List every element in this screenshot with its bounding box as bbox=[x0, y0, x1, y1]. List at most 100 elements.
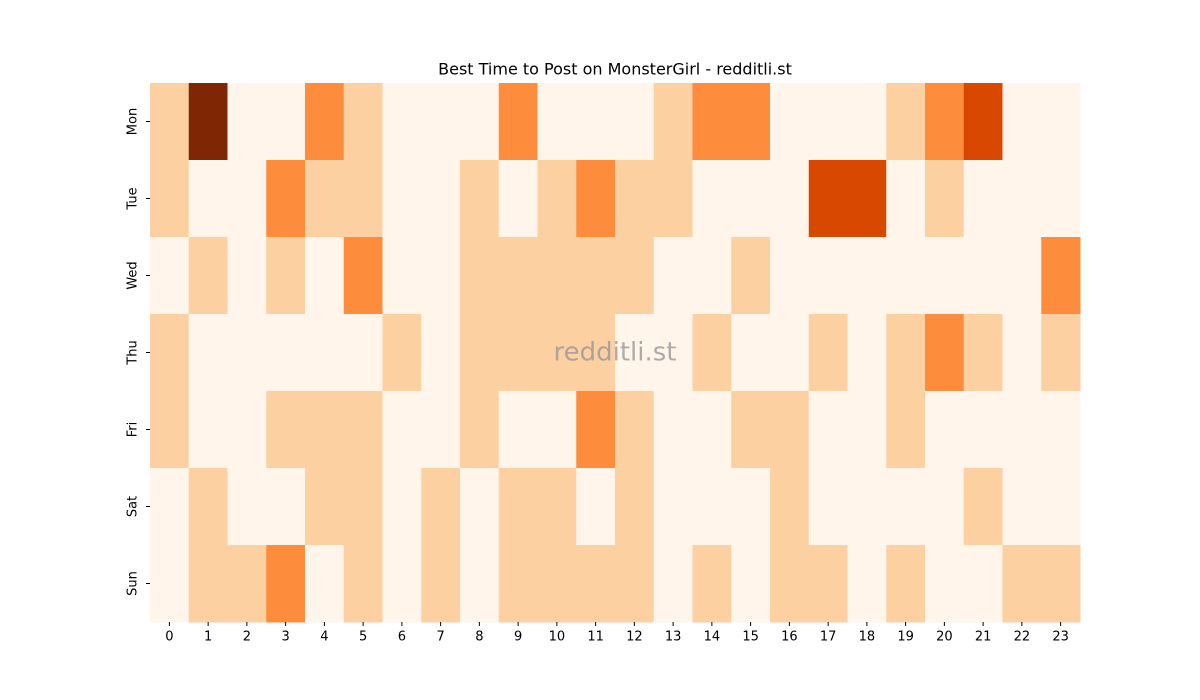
y-tick-label: Wed bbox=[126, 261, 141, 289]
heatmap-cell bbox=[770, 237, 810, 315]
heatmap-cell bbox=[770, 545, 810, 623]
heatmap-cell bbox=[692, 83, 732, 161]
heatmap-cell bbox=[343, 314, 383, 392]
heatmap-cell bbox=[925, 83, 965, 161]
heatmap-cell bbox=[382, 160, 422, 238]
heatmap-cell bbox=[305, 468, 345, 546]
heatmap-cell bbox=[1041, 545, 1081, 623]
heatmap-cell bbox=[266, 83, 306, 161]
heatmap-cell bbox=[692, 237, 732, 315]
heatmap-cell bbox=[460, 83, 500, 161]
heatmap-cell bbox=[421, 468, 461, 546]
x-tick-label: 8 bbox=[475, 630, 483, 645]
heatmap-cell bbox=[925, 468, 965, 546]
heatmap-cell bbox=[615, 237, 655, 315]
heatmap-cell bbox=[886, 391, 926, 469]
heatmap-cell bbox=[925, 237, 965, 315]
heatmap-cell bbox=[266, 160, 306, 238]
y-tick-label: Sat bbox=[126, 496, 141, 517]
x-tick-label: 16 bbox=[781, 630, 798, 645]
heatmap-cell bbox=[731, 237, 771, 315]
heatmap-cell bbox=[653, 391, 693, 469]
heatmap-cell bbox=[576, 391, 616, 469]
heatmap-cell bbox=[1041, 314, 1081, 392]
x-tick-label: 22 bbox=[1014, 630, 1031, 645]
heatmap-cell bbox=[227, 468, 267, 546]
heatmap-cell bbox=[692, 314, 732, 392]
heatmap-cell bbox=[808, 160, 848, 238]
x-tick-label: 23 bbox=[1052, 630, 1069, 645]
x-tick-label: 21 bbox=[975, 630, 992, 645]
heatmap-cell bbox=[1041, 391, 1081, 469]
heatmap-cell bbox=[1002, 314, 1042, 392]
heatmap-cell bbox=[653, 545, 693, 623]
heatmap-cell bbox=[576, 83, 616, 161]
heatmap-cell bbox=[382, 83, 422, 161]
heatmap-cell bbox=[770, 391, 810, 469]
heatmap-cell bbox=[615, 468, 655, 546]
heatmap-cell bbox=[537, 391, 577, 469]
heatmap-cell bbox=[150, 468, 190, 546]
heatmap-cell bbox=[615, 545, 655, 623]
heatmap-cell bbox=[692, 160, 732, 238]
y-tick-label: Thu bbox=[126, 340, 141, 365]
x-tick-label: 2 bbox=[243, 630, 251, 645]
y-tick-label: Sun bbox=[126, 571, 141, 596]
x-tick-label: 9 bbox=[514, 630, 522, 645]
heatmap-cell bbox=[498, 83, 538, 161]
heatmap-cell bbox=[382, 468, 422, 546]
heatmap-cell bbox=[615, 160, 655, 238]
x-tick-label: 10 bbox=[549, 630, 566, 645]
heatmap-cell bbox=[498, 314, 538, 392]
heatmap-cell bbox=[1002, 545, 1042, 623]
heatmap-cell bbox=[498, 545, 538, 623]
heatmap-cell bbox=[266, 314, 306, 392]
heatmap-cell bbox=[963, 314, 1003, 392]
heatmap-cell bbox=[150, 160, 190, 238]
heatmap-cell bbox=[537, 314, 577, 392]
heatmap-cell bbox=[615, 83, 655, 161]
heatmap-cell bbox=[731, 545, 771, 623]
heatmap-cell bbox=[421, 237, 461, 315]
x-tick-label: 13 bbox=[665, 630, 682, 645]
heatmap-cell bbox=[847, 391, 887, 469]
heatmap-cell bbox=[460, 160, 500, 238]
heatmap-cell bbox=[1041, 160, 1081, 238]
x-tick-label: 18 bbox=[859, 630, 876, 645]
heatmap-cell bbox=[886, 545, 926, 623]
heatmap-cell bbox=[653, 237, 693, 315]
heatmap-cell bbox=[188, 314, 228, 392]
heatmap-cell bbox=[305, 83, 345, 161]
heatmap-cell bbox=[925, 314, 965, 392]
heatmap-cell bbox=[343, 468, 383, 546]
heatmap-cell bbox=[460, 545, 500, 623]
heatmap-cell bbox=[227, 237, 267, 315]
x-tick-label: 19 bbox=[897, 630, 914, 645]
heatmap-cell bbox=[266, 545, 306, 623]
heatmap-cell bbox=[188, 160, 228, 238]
heatmap-cell bbox=[808, 391, 848, 469]
heatmap-cell bbox=[1002, 468, 1042, 546]
heatmap-cell bbox=[305, 237, 345, 315]
heatmap-cell bbox=[731, 314, 771, 392]
heatmap-cell bbox=[963, 237, 1003, 315]
heatmap-cell bbox=[227, 314, 267, 392]
heatmap-cell bbox=[150, 314, 190, 392]
heatmap-cell bbox=[692, 391, 732, 469]
heatmap-cell bbox=[460, 468, 500, 546]
heatmap-cell bbox=[692, 545, 732, 623]
heatmap-cell bbox=[188, 83, 228, 161]
heatmap-cell bbox=[847, 545, 887, 623]
heatmap-cell bbox=[653, 83, 693, 161]
heatmap-cell bbox=[847, 468, 887, 546]
heatmap-cell bbox=[305, 545, 345, 623]
heatmap-cell bbox=[925, 545, 965, 623]
heatmap-cell bbox=[731, 391, 771, 469]
heatmap-cell bbox=[188, 545, 228, 623]
heatmap-cell bbox=[808, 314, 848, 392]
heatmap-cell bbox=[770, 83, 810, 161]
heatmap-cell bbox=[1041, 468, 1081, 546]
x-tick-label: 17 bbox=[820, 630, 837, 645]
heatmap-cell bbox=[498, 237, 538, 315]
